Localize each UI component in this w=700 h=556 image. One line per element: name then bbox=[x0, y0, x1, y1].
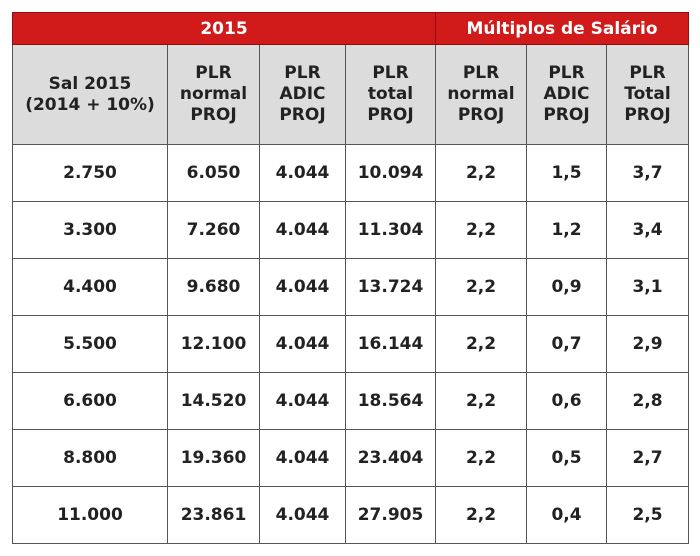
table-row: 5.500 12.100 4.044 16.144 2,2 0,7 2,9 bbox=[12, 315, 690, 373]
column-header-line: PROJ bbox=[190, 105, 237, 125]
table-cell: 10.094 bbox=[344, 144, 437, 202]
table-cell: 4.044 bbox=[259, 486, 346, 544]
column-header-line: PLR bbox=[284, 63, 321, 83]
table-cell: 7.260 bbox=[167, 201, 260, 259]
table-cell: 3,1 bbox=[606, 258, 690, 316]
group-header-row: 2015 Múltiplos de Salário bbox=[11, 12, 690, 45]
column-header-line: ADIC bbox=[543, 84, 590, 104]
table-cell: 19.360 bbox=[167, 429, 260, 487]
col-header-salary: Sal 2015 (2014 + 10%) bbox=[12, 44, 168, 145]
table-cell: 6.600 bbox=[12, 372, 168, 430]
column-header-line: normal bbox=[447, 84, 515, 104]
table-cell: 4.044 bbox=[259, 429, 346, 487]
group-header-2015: 2015 bbox=[11, 12, 437, 45]
table-cell: 0,4 bbox=[526, 486, 608, 544]
table-cell: 4.044 bbox=[259, 315, 346, 373]
table-cell: 2,2 bbox=[435, 429, 528, 487]
table-cell: 12.100 bbox=[167, 315, 260, 373]
table-cell: 0,6 bbox=[526, 372, 608, 430]
column-header-line: Sal 2015 bbox=[48, 73, 132, 94]
col-header-plr-adic: PLR ADIC PROJ bbox=[259, 44, 346, 145]
table-cell: 2,2 bbox=[435, 201, 528, 259]
table-cell: 14.520 bbox=[167, 372, 260, 430]
col-header-plr-total: PLR total PROJ bbox=[344, 44, 437, 145]
table-cell: 2,5 bbox=[606, 486, 690, 544]
table-cell: 2,2 bbox=[435, 486, 528, 544]
column-header-line: PLR bbox=[629, 63, 666, 83]
table-cell: 2,2 bbox=[435, 144, 528, 202]
table-body: 2.750 6.050 4.044 10.094 2,2 1,5 3,7 3.300 7.260… bbox=[12, 144, 690, 544]
table-cell: 2,2 bbox=[435, 258, 528, 316]
table-cell: 2,2 bbox=[435, 372, 528, 430]
table-row: 2.750 6.050 4.044 10.094 2,2 1,5 3,7 bbox=[12, 144, 690, 202]
table-cell: 4.044 bbox=[259, 144, 346, 202]
table-cell: 23.861 bbox=[167, 486, 260, 544]
column-header-line: Total bbox=[624, 84, 671, 104]
table-cell: 4.044 bbox=[259, 372, 346, 430]
table-cell: 1,2 bbox=[526, 201, 608, 259]
table-cell: 0,5 bbox=[526, 429, 608, 487]
table-cell: 4.044 bbox=[259, 201, 346, 259]
table-cell: 2,8 bbox=[606, 372, 690, 430]
table-cell: 16.144 bbox=[344, 315, 437, 373]
table-cell: 11.304 bbox=[344, 201, 437, 259]
salary-table-container: 2015 Múltiplos de Salário Sal 2015 (2014 … bbox=[11, 12, 690, 544]
table-cell: 2,9 bbox=[606, 315, 690, 373]
column-header-line: PROJ bbox=[279, 105, 326, 125]
table-cell: 23.404 bbox=[344, 429, 437, 487]
column-header-line: PLR bbox=[372, 63, 409, 83]
table-cell: 2.750 bbox=[12, 144, 168, 202]
column-header-line: total bbox=[367, 84, 414, 104]
table-cell: 0,7 bbox=[526, 315, 608, 373]
table-cell: 6.050 bbox=[167, 144, 260, 202]
table-cell: 2,2 bbox=[435, 315, 528, 373]
table-row: 4.400 9.680 4.044 13.724 2,2 0,9 3,1 bbox=[12, 258, 690, 316]
table-row: 11.000 23.861 4.044 27.905 2,2 0,4 2,5 bbox=[12, 486, 690, 544]
table-cell: 3.300 bbox=[12, 201, 168, 259]
column-header-line: PROJ bbox=[367, 105, 414, 125]
table-cell: 4.400 bbox=[12, 258, 168, 316]
table-cell: 27.905 bbox=[344, 486, 437, 544]
column-header-line: PROJ bbox=[457, 105, 505, 125]
group-header-multiplos: Múltiplos de Salário bbox=[435, 12, 690, 45]
col-header-mult-normal: PLR normal PROJ bbox=[435, 44, 528, 145]
column-header-line: PROJ bbox=[543, 105, 590, 125]
table-cell: 13.724 bbox=[344, 258, 437, 316]
table-row: 8.800 19.360 4.044 23.404 2,2 0,5 2,7 bbox=[12, 429, 690, 487]
column-header-line: (2014 + 10%) bbox=[25, 94, 155, 115]
table-row: 6.600 14.520 4.044 18.564 2,2 0,6 2,8 bbox=[12, 372, 690, 430]
table-cell: 2,7 bbox=[606, 429, 690, 487]
table-cell: 5.500 bbox=[12, 315, 168, 373]
table-cell: 9.680 bbox=[167, 258, 260, 316]
column-header-line: PLR bbox=[195, 63, 232, 83]
plr-salary-table: 2015 Múltiplos de Salário Sal 2015 (2014 … bbox=[11, 12, 690, 544]
column-header-line: normal bbox=[179, 84, 248, 104]
column-header-line: ADIC bbox=[279, 84, 326, 104]
column-header-line: PLR bbox=[462, 63, 500, 83]
table-row: 3.300 7.260 4.044 11.304 2,2 1,2 3,4 bbox=[12, 201, 690, 259]
table-cell: 3,7 bbox=[606, 144, 690, 202]
table-cell: 1,5 bbox=[526, 144, 608, 202]
table-cell: 3,4 bbox=[606, 201, 690, 259]
column-header-row: Sal 2015 (2014 + 10%) PLR normal PROJ PLR ADIC… bbox=[12, 44, 690, 145]
column-header-line: PLR bbox=[548, 63, 585, 83]
table-cell: 8.800 bbox=[12, 429, 168, 487]
table-cell: 4.044 bbox=[259, 258, 346, 316]
col-header-mult-adic: PLR ADIC PROJ bbox=[526, 44, 608, 145]
column-header-line: PROJ bbox=[624, 105, 671, 125]
table-cell: 18.564 bbox=[344, 372, 437, 430]
col-header-mult-total: PLR Total PROJ bbox=[606, 44, 690, 145]
table-cell: 0,9 bbox=[526, 258, 608, 316]
col-header-plr-normal: PLR normal PROJ bbox=[167, 44, 260, 145]
table-cell: 11.000 bbox=[12, 486, 168, 544]
